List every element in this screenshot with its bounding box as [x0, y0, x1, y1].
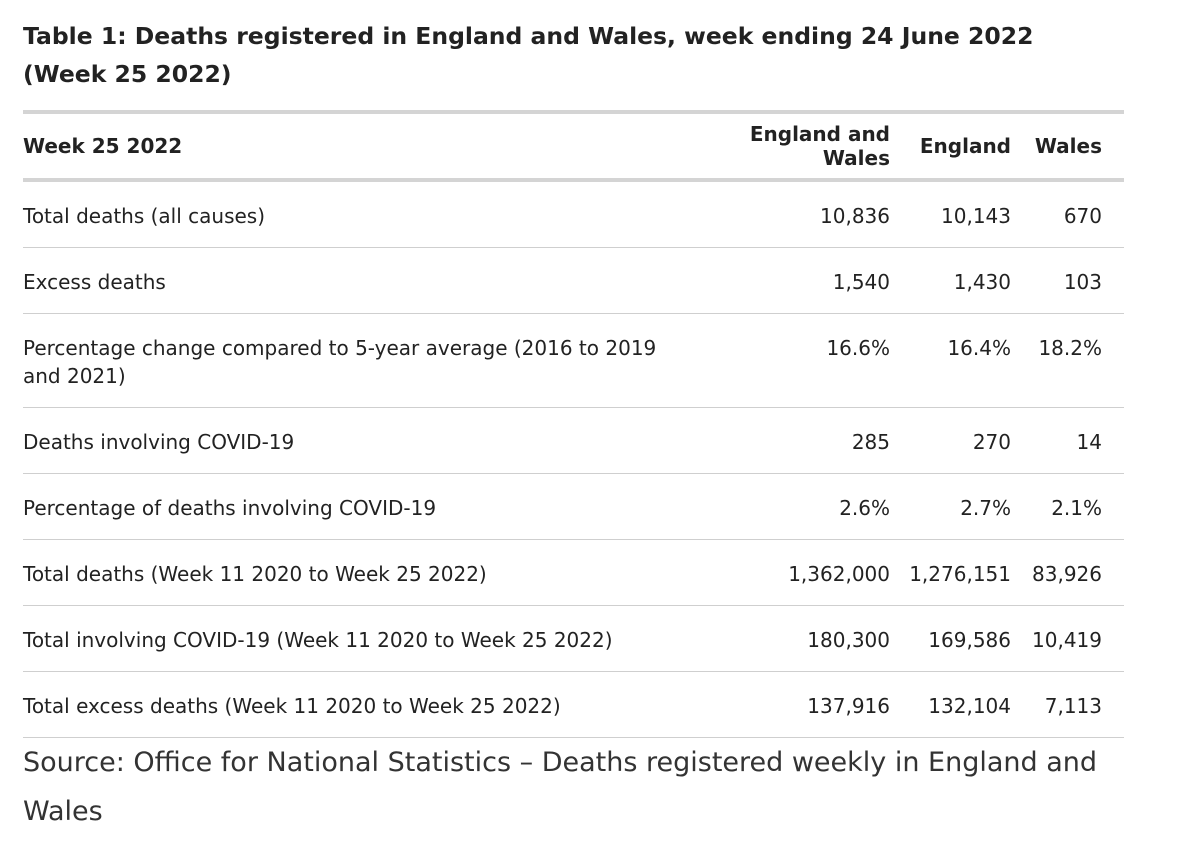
table-row: Total deaths (Week 11 2020 to Week 25 20… [23, 540, 1124, 606]
table-row: Deaths involving COVID-19 285 270 14 [23, 408, 1124, 474]
cell-wales: 14 [1076, 430, 1102, 454]
cell-england: 1,430 [953, 270, 1011, 294]
cell-england-and-wales: 2.6% [839, 496, 890, 520]
cell-england-and-wales: 1,362,000 [788, 562, 890, 586]
cell-england: 2.7% [960, 496, 1011, 520]
cell-spacer [1102, 474, 1124, 540]
cell-england-and-wales: 180,300 [807, 628, 890, 652]
row-label: Percentage of deaths involving COVID-19 [23, 496, 437, 520]
cell-england-and-wales: 16.6% [826, 336, 890, 360]
cell-england: 169,586 [928, 628, 1011, 652]
header-wales: Wales [1034, 134, 1102, 158]
cell-wales: 83,926 [1032, 562, 1102, 586]
cell-wales: 670 [1063, 204, 1102, 228]
header-spacer [1102, 112, 1124, 180]
row-label: Total involving COVID-19 (Week 11 2020 t… [23, 628, 613, 652]
table-row: Percentage of deaths involving COVID-19 … [23, 474, 1124, 540]
cell-england: 10,143 [941, 204, 1011, 228]
deaths-table: Week 25 2022 England and Wales England W… [23, 110, 1124, 738]
header-england-and-wales: England and Wales [749, 122, 890, 170]
cell-england: 1,276,151 [909, 562, 1011, 586]
table-row: Total excess deaths (Week 11 2020 to Wee… [23, 672, 1124, 738]
cell-spacer [1102, 540, 1124, 606]
cell-england-and-wales: 1,540 [832, 270, 890, 294]
row-label: Excess deaths [23, 270, 166, 294]
cell-spacer [1102, 408, 1124, 474]
cell-wales: 7,113 [1044, 694, 1102, 718]
cell-spacer [1102, 248, 1124, 314]
cell-england: 16.4% [947, 336, 1011, 360]
cell-wales: 2.1% [1051, 496, 1102, 520]
cell-england: 132,104 [928, 694, 1011, 718]
cell-england-and-wales: 285 [851, 430, 890, 454]
cell-spacer [1102, 314, 1124, 408]
cell-wales: 103 [1063, 270, 1102, 294]
cell-spacer [1102, 606, 1124, 672]
table-row: Total involving COVID-19 (Week 11 2020 t… [23, 606, 1124, 672]
cell-wales: 18.2% [1038, 336, 1102, 360]
header-england: England [919, 134, 1011, 158]
cell-england-and-wales: 137,916 [807, 694, 890, 718]
row-label: Total excess deaths (Week 11 2020 to Wee… [23, 694, 561, 718]
table-row: Total deaths (all causes) 10,836 10,143 … [23, 180, 1124, 248]
table-row: Excess deaths 1,540 1,430 103 [23, 248, 1124, 314]
table-header-row: Week 25 2022 England and Wales England W… [23, 112, 1124, 180]
cell-spacer [1102, 180, 1124, 248]
cell-spacer [1102, 672, 1124, 738]
cell-wales: 10,419 [1032, 628, 1102, 652]
table-row: Percentage change compared to 5-year ave… [23, 314, 1124, 408]
row-label: Percentage change compared to 5-year ave… [23, 336, 657, 388]
header-week: Week 25 2022 [23, 134, 183, 158]
source-note: Source: Office for National Statistics –… [23, 747, 1098, 827]
cell-england-and-wales: 10,836 [820, 204, 890, 228]
row-label: Total deaths (Week 11 2020 to Week 25 20… [23, 562, 487, 586]
row-label: Deaths involving COVID-19 [23, 430, 295, 454]
deaths-table-container: Week 25 2022 England and Wales England W… [23, 110, 1124, 738]
table-title: Table 1: Deaths registered in England an… [23, 22, 1034, 88]
cell-england: 270 [972, 430, 1011, 454]
row-label: Total deaths (all causes) [23, 204, 266, 228]
